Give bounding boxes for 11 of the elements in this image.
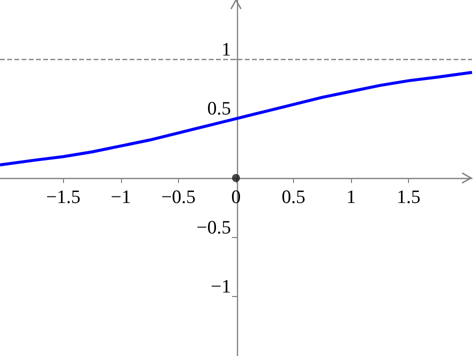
x-tick-label: 0.5 (282, 187, 306, 208)
y-tick-label: 1 (222, 39, 231, 60)
x-tick-label: −0.5 (161, 187, 196, 208)
x-tick-label: 1.5 (396, 187, 421, 208)
x-tick-label: 1 (346, 187, 356, 208)
x-tick-label: 0 (231, 187, 241, 208)
x-tick-label: −1.5 (46, 187, 81, 208)
y-tick-label: 0.5 (207, 98, 231, 120)
y-tick-label: −1 (210, 276, 231, 298)
y-tick-label: −0.5 (196, 217, 231, 238)
x-tick-label: −1 (110, 187, 131, 208)
